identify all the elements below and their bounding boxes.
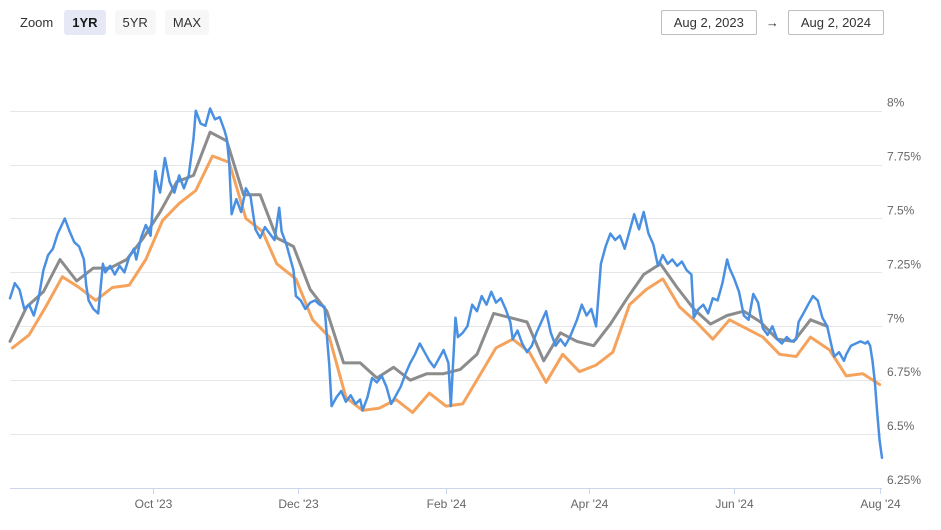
- date-range-arrow-icon: →: [765, 15, 779, 30]
- y-axis-label: 8%: [887, 96, 905, 110]
- range-selector-toolbar: Zoom 1YR 5YR MAX Aug 2, 2023 → Aug 2, 20…: [0, 0, 941, 40]
- x-axis-label: Apr '24: [571, 497, 609, 511]
- y-axis-label: 6.75%: [887, 365, 921, 379]
- date-from-input[interactable]: Aug 2, 2023: [660, 10, 757, 35]
- series-line-gray-smooth-weekly-rate: [8, 130, 829, 382]
- series-line-blue-volatile-daily-rate: [8, 107, 884, 460]
- x-axis-label: Oct '23: [135, 497, 173, 511]
- y-axis-label: 7.25%: [887, 257, 921, 271]
- range-button-1yr[interactable]: 1YR: [64, 10, 106, 35]
- y-axis-label: 6.5%: [887, 419, 915, 433]
- x-axis-label: Feb '24: [427, 497, 467, 511]
- zoom-label: Zoom: [20, 15, 54, 30]
- date-range-group: Aug 2, 2023 → Aug 2, 2024: [660, 10, 884, 35]
- range-button-5yr[interactable]: 5YR: [114, 10, 156, 35]
- y-axis-label: 7.5%: [887, 203, 915, 217]
- range-button-max[interactable]: MAX: [164, 10, 209, 35]
- date-to-input[interactable]: Aug 2, 2024: [787, 10, 884, 35]
- y-axis-label: 7%: [887, 311, 905, 325]
- x-axis-label: Jun '24: [715, 497, 754, 511]
- y-axis-label: 7.75%: [887, 150, 921, 164]
- y-axis-label: 6.25%: [887, 473, 921, 487]
- series-line-orange-smooth-weekly-rate: [10, 154, 882, 414]
- x-axis-label: Aug '24: [860, 497, 901, 511]
- zoom-button-group: Zoom 1YR 5YR MAX: [20, 10, 209, 35]
- x-axis-label: Dec '23: [278, 497, 319, 511]
